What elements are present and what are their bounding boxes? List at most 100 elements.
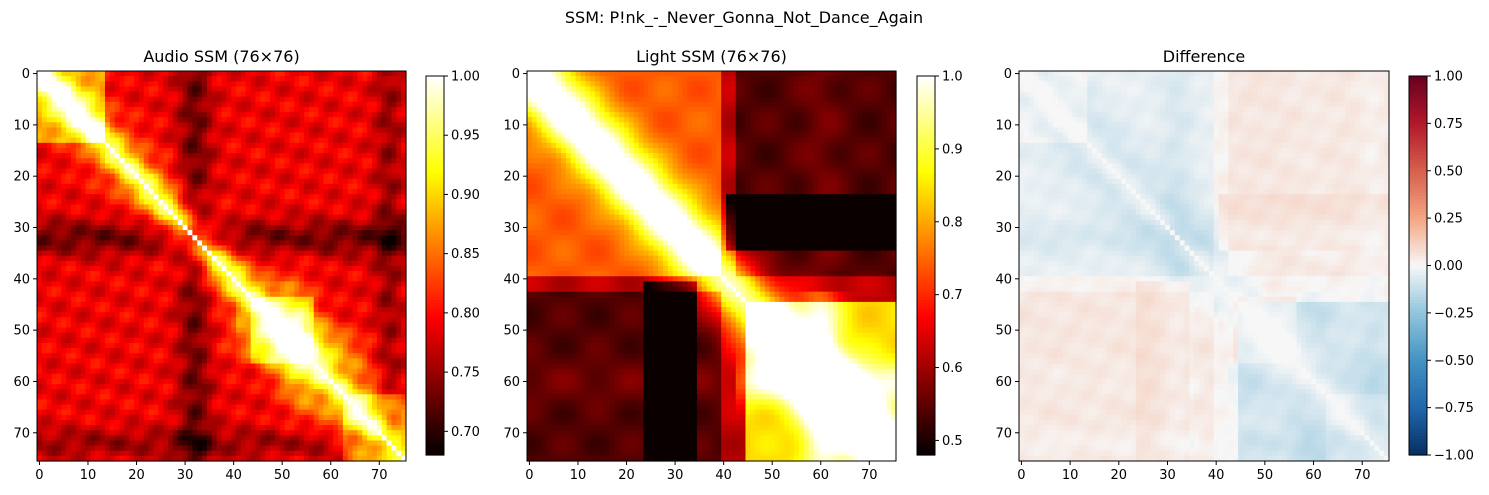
heatmap-cell (143, 266, 150, 272)
heatmap-cell (187, 404, 193, 411)
heatmap-cell (362, 71, 368, 77)
heatmap-cell (367, 127, 373, 134)
heatmap-cell (391, 127, 397, 134)
heatmap-cell (376, 112, 383, 118)
heatmap-cell (260, 301, 266, 308)
heatmap-cell (206, 86, 213, 93)
heatmap-cell (129, 214, 135, 221)
heatmap-cell (376, 276, 383, 282)
heatmap-cell (134, 317, 140, 324)
heatmap-cell (386, 173, 393, 180)
heatmap-cell (187, 312, 193, 318)
heatmap-cell (202, 250, 208, 257)
heatmap-cell (172, 353, 179, 359)
heatmap-cell (313, 132, 320, 139)
heatmap-cell (357, 163, 363, 170)
heatmap-cell (236, 286, 242, 293)
heatmap-cell (338, 147, 344, 154)
heatmap-cell (114, 358, 121, 365)
heatmap-cell (66, 312, 72, 318)
heatmap-cell (114, 91, 121, 98)
heatmap-cell (221, 209, 227, 216)
heatmap-cell (187, 86, 193, 93)
heatmap-cell (284, 348, 291, 354)
heatmap-cell (119, 384, 125, 390)
heatmap-cell (177, 96, 184, 103)
heatmap-cell (46, 153, 53, 159)
heatmap-cell (294, 163, 300, 170)
heatmap-cell (313, 384, 320, 390)
heatmap-cell (304, 296, 310, 303)
heatmap-cell (231, 127, 237, 134)
heatmap-cell (362, 353, 368, 359)
heatmap-cell (61, 240, 67, 247)
heatmap-cell (372, 378, 378, 385)
heatmap-cell (119, 112, 125, 118)
heatmap-cell (372, 384, 378, 390)
heatmap-cell (85, 404, 92, 411)
heatmap-cell (304, 271, 310, 277)
heatmap-cell (386, 332, 393, 339)
heatmap-cell (372, 101, 378, 108)
heatmap-cell (250, 158, 257, 164)
heatmap-cell (75, 286, 82, 293)
heatmap-cell (352, 286, 359, 293)
heatmap-cell (372, 399, 378, 406)
heatmap-cell (95, 224, 101, 231)
heatmap-cell (168, 286, 174, 293)
heatmap-cell (216, 183, 223, 190)
heatmap-cell (143, 394, 150, 401)
heatmap-cell (376, 214, 383, 221)
heatmap-cell (255, 112, 261, 118)
heatmap-cell (114, 127, 121, 134)
heatmap-cell (80, 214, 87, 221)
heatmap-cell (362, 117, 368, 123)
heatmap-cell (119, 378, 125, 385)
heatmap-cell (352, 255, 359, 262)
heatmap-cell (37, 158, 43, 164)
heatmap-cell (328, 86, 334, 93)
heatmap-cell (75, 235, 82, 241)
heatmap-cell (85, 71, 92, 77)
heatmap-cell (362, 363, 368, 370)
heatmap-cell (221, 271, 227, 277)
heatmap-cell (216, 312, 223, 318)
heatmap-cell (197, 230, 203, 236)
heatmap-cell (372, 147, 378, 154)
heatmap-cell (182, 317, 189, 324)
heatmap-cell (202, 142, 208, 149)
heatmap-cell (85, 153, 92, 159)
heatmap-cell (318, 363, 325, 370)
heatmap-cell (333, 312, 339, 318)
heatmap-cell (328, 106, 334, 113)
heatmap-cell (333, 286, 339, 293)
heatmap-cell (168, 276, 174, 282)
heatmap-cell (386, 291, 393, 298)
heatmap-cell (396, 353, 402, 359)
heatmap-cell (338, 183, 344, 190)
heatmap-cell (270, 373, 276, 380)
heatmap-cell (177, 91, 184, 98)
heatmap-cell (328, 384, 334, 390)
heatmap-cell (401, 358, 407, 365)
heatmap-cell (206, 286, 213, 293)
heatmap-cell (114, 363, 121, 370)
heatmap-cell (187, 399, 193, 406)
heatmap-cell (182, 168, 189, 175)
heatmap-cell (270, 96, 276, 103)
heatmap-cell (211, 230, 218, 236)
heatmap-cell (299, 250, 305, 257)
heatmap-cell (80, 101, 87, 108)
heatmap-cell (313, 183, 320, 190)
heatmap-cell (279, 332, 286, 339)
heatmap-cell (304, 260, 310, 267)
heatmap-cell (401, 399, 407, 406)
heatmap-cell (37, 348, 43, 354)
heatmap-cell (80, 363, 87, 370)
heatmap-cell (304, 132, 310, 139)
heatmap-cell (182, 117, 189, 123)
heatmap-cell (250, 260, 257, 267)
heatmap-cell (202, 353, 208, 359)
heatmap-cell (124, 209, 130, 216)
heatmap-cell (51, 348, 58, 354)
